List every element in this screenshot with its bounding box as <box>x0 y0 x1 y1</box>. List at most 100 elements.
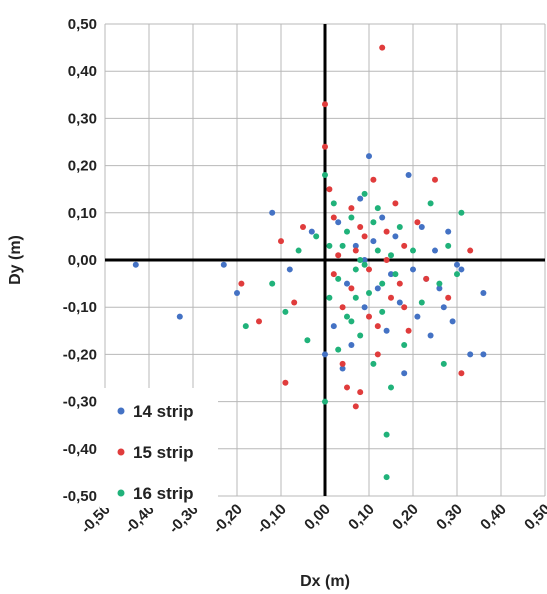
data-point-series-0 <box>352 242 359 249</box>
data-point-series-0 <box>286 266 293 273</box>
data-point-series-1 <box>405 327 412 334</box>
y-tick-label: 0,50 <box>68 16 97 33</box>
data-point-series-2 <box>335 275 342 282</box>
data-point-series-1 <box>339 304 346 311</box>
data-point-series-0 <box>445 228 452 235</box>
data-point-series-0 <box>388 271 394 278</box>
y-axis-title: Dy (m) <box>7 235 24 285</box>
data-point-series-1 <box>291 299 298 306</box>
data-point-series-0 <box>348 341 355 348</box>
data-point-series-2 <box>427 200 434 207</box>
data-point-series-2 <box>242 323 249 330</box>
data-point-series-1 <box>330 214 337 221</box>
data-point-series-1 <box>445 294 452 301</box>
data-point-series-0 <box>335 219 342 226</box>
data-point-series-0 <box>322 351 328 358</box>
data-point-series-2 <box>326 242 333 249</box>
y-tick-label: 0,40 <box>68 63 97 80</box>
data-point-series-1 <box>361 233 368 240</box>
x-tick-label: 0,00 <box>301 501 334 534</box>
data-point-series-1 <box>348 285 355 292</box>
data-point-series-0 <box>361 304 368 311</box>
legend-label-16-strip: 16 strip <box>133 484 193 503</box>
data-point-series-0 <box>396 299 403 306</box>
data-point-series-2 <box>269 280 276 287</box>
data-point-series-2 <box>383 474 390 481</box>
data-point-series-2 <box>440 360 447 367</box>
data-point-series-2 <box>339 242 346 249</box>
data-point-series-2 <box>458 209 465 216</box>
data-point-series-1 <box>414 219 421 226</box>
data-point-series-1 <box>348 205 355 212</box>
y-tick-label: -0,20 <box>63 346 97 363</box>
data-point-series-1 <box>300 223 306 230</box>
data-point-series-1 <box>374 323 381 330</box>
legend-marker-16-strip <box>117 489 125 497</box>
data-point-series-2 <box>322 398 328 405</box>
data-point-series-0 <box>132 261 139 268</box>
data-point-series-1 <box>374 351 381 358</box>
data-point-series-2 <box>383 431 390 438</box>
data-point-series-1 <box>357 389 364 396</box>
data-point-series-2 <box>445 242 452 249</box>
y-tick-label: 0,10 <box>68 205 97 222</box>
data-point-series-0 <box>361 257 368 263</box>
data-point-series-1 <box>238 280 245 287</box>
data-point-series-1 <box>357 223 364 230</box>
data-point-series-2 <box>344 313 350 320</box>
data-point-series-2 <box>374 247 381 254</box>
data-point-series-0 <box>432 247 438 254</box>
y-tick-label: 0,00 <box>68 252 97 269</box>
data-point-series-1 <box>335 252 342 259</box>
data-point-series-1 <box>344 384 350 391</box>
data-point-series-2 <box>344 228 350 235</box>
data-point-series-1 <box>326 186 333 193</box>
data-point-series-2 <box>388 252 394 259</box>
data-point-series-1 <box>366 313 372 320</box>
data-point-series-0 <box>436 285 443 292</box>
data-point-series-1 <box>370 176 377 183</box>
legend-label-15-strip: 15 strip <box>133 443 193 462</box>
data-point-series-0 <box>458 266 465 273</box>
data-point-series-1 <box>458 370 465 377</box>
data-point-series-2 <box>330 200 337 207</box>
data-point-series-2 <box>392 271 399 278</box>
x-tick-label: 0,30 <box>433 501 466 534</box>
data-point-series-0 <box>401 370 408 377</box>
data-point-series-2 <box>388 384 394 391</box>
x-tick-label: 0,10 <box>345 501 378 534</box>
data-point-series-2 <box>379 280 386 287</box>
data-point-series-2 <box>326 294 333 301</box>
data-point-series-0 <box>449 318 456 325</box>
data-point-series-1 <box>388 294 394 301</box>
legend-marker-14-strip <box>117 407 125 415</box>
data-point-series-0 <box>374 285 381 292</box>
data-point-series-2 <box>454 271 460 278</box>
data-point-series-0 <box>454 261 460 268</box>
data-point-series-2 <box>352 266 359 273</box>
data-point-series-0 <box>308 228 315 235</box>
data-point-series-0 <box>410 266 416 273</box>
data-point-series-1 <box>352 403 359 410</box>
data-point-series-1 <box>322 143 328 150</box>
x-tick-label: 0,50 <box>521 501 547 534</box>
data-point-series-1 <box>366 266 372 273</box>
data-point-series-2 <box>370 219 377 226</box>
data-point-series-0 <box>330 323 337 330</box>
x-axis-title: Dx (m) <box>300 573 350 590</box>
x-tick-label: 0,20 <box>389 501 422 534</box>
y-tick-labels: 0,50 0,40 0,30 0,20 0,10 0,00 -0,10 -0,20 -0,30 -… <box>63 16 97 505</box>
data-point-series-2 <box>352 294 359 301</box>
y-tick-label: -0,40 <box>63 441 97 458</box>
legend-label-14-strip: 14 strip <box>133 402 193 421</box>
data-point-series-2 <box>401 341 408 348</box>
data-point-series-0 <box>480 351 487 358</box>
data-point-series-2 <box>374 205 381 212</box>
data-point-series-1 <box>401 304 408 311</box>
data-point-series-2 <box>357 257 364 263</box>
data-point-series-2 <box>282 308 289 315</box>
data-point-series-1 <box>423 275 430 282</box>
x-tick-label: 0,40 <box>477 501 510 534</box>
data-point-series-2 <box>335 346 342 353</box>
